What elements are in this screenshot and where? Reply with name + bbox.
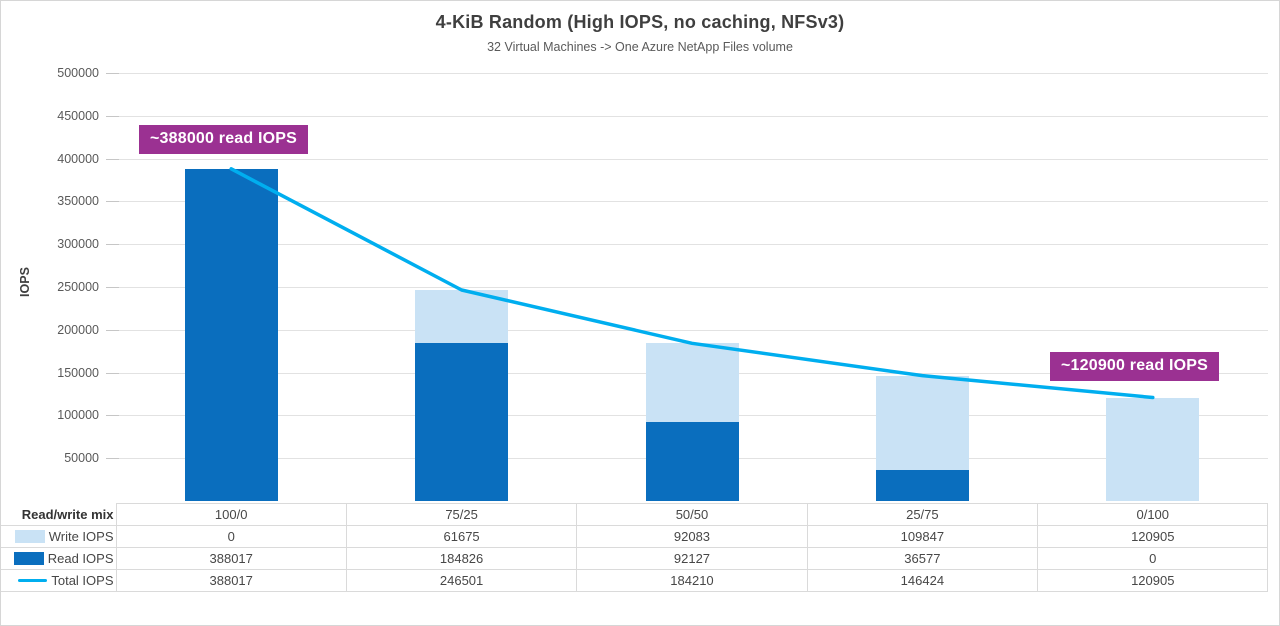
y-axis-tick bbox=[106, 329, 119, 331]
gridline bbox=[119, 201, 1268, 203]
category-cell: 0/100 bbox=[1037, 503, 1269, 526]
y-tick-label: 350000 bbox=[57, 194, 99, 209]
read-iops-bar bbox=[875, 469, 969, 501]
value-cell: 0 bbox=[115, 525, 347, 548]
total-iops-line bbox=[229, 167, 1155, 400]
legend-swatch-total-iops-icon bbox=[18, 579, 48, 582]
y-axis-tick bbox=[106, 115, 119, 117]
write-iops-bar bbox=[1106, 397, 1200, 501]
value-cell: 388017 bbox=[115, 569, 347, 592]
y-tick-label: 500000 bbox=[57, 66, 99, 80]
y-tick-label: 250000 bbox=[57, 280, 99, 294]
table-header-row: Read/write mix 100/0 75/25 50/50 25/75 0/100 bbox=[1, 503, 1269, 526]
category-cell: 100/0 bbox=[115, 503, 347, 526]
value-cell: 184210 bbox=[576, 569, 808, 592]
value-cell: 61675 bbox=[345, 525, 578, 548]
read-iops-bar bbox=[415, 342, 509, 501]
gridline bbox=[119, 158, 1268, 160]
category-cell: 50/50 bbox=[576, 503, 808, 526]
gridline bbox=[119, 73, 1268, 74]
y-tick-label: 100000 bbox=[57, 408, 99, 423]
category-cell: 25/75 bbox=[806, 503, 1039, 526]
gridline bbox=[119, 244, 1268, 246]
y-axis-tick bbox=[106, 287, 119, 288]
y-tick-label: 400000 bbox=[57, 151, 99, 166]
table-row: Total IOPS 388017 246501 184210 146424 120905 bbox=[1, 569, 1269, 592]
data-table: Read/write mix 100/0 75/25 50/50 25/75 0/100 W… bbox=[1, 503, 1269, 592]
gridline bbox=[119, 115, 1268, 117]
series-label-cell: Total IOPS bbox=[1, 569, 117, 592]
series-label: Read IOPS bbox=[47, 551, 114, 566]
category-cell: 75/25 bbox=[345, 503, 578, 526]
value-cell: 36577 bbox=[806, 547, 1039, 570]
chart-title: 4-KiB Random (High IOPS, no caching, NFS… bbox=[435, 12, 845, 32]
value-cell: 246501 bbox=[345, 569, 578, 592]
total-iops-line-layer bbox=[229, 167, 1155, 400]
read-iops-bar bbox=[645, 422, 739, 501]
chart-subtitle: 32 Virtual Machines -> One Azure NetApp … bbox=[487, 40, 793, 54]
y-tick-label: 300000 bbox=[57, 237, 99, 252]
series-label-cell: Read IOPS bbox=[1, 547, 117, 570]
write-iops-bar bbox=[645, 343, 739, 423]
table-row: Write IOPS 0 61675 92083 109847 120905 bbox=[1, 525, 1269, 548]
right-read-iops-annotation: ~120900 read IOPS bbox=[1050, 352, 1220, 381]
series-label-cell: Write IOPS bbox=[1, 525, 117, 548]
y-tick-label: 450000 bbox=[57, 108, 99, 123]
value-cell: 120905 bbox=[1037, 569, 1269, 592]
legend-swatch-read-iops-icon bbox=[13, 552, 44, 565]
y-axis-tick bbox=[106, 372, 119, 374]
value-cell: 146424 bbox=[806, 569, 1039, 592]
value-cell: 120905 bbox=[1037, 525, 1269, 548]
write-iops-bar bbox=[875, 375, 969, 470]
left-read-iops-annotation: ~388000 read IOPS bbox=[139, 125, 309, 154]
y-axis-tick bbox=[106, 158, 119, 160]
y-axis-tick bbox=[106, 201, 119, 203]
y-tick-label: 50000 bbox=[64, 451, 99, 466]
value-cell: 184826 bbox=[345, 547, 578, 570]
y-axis-tick bbox=[106, 73, 119, 74]
y-tick-label: 150000 bbox=[57, 365, 99, 380]
gridline bbox=[119, 329, 1268, 331]
series-label: Total IOPS bbox=[51, 573, 114, 588]
row-header-cell: Read/write mix bbox=[1, 503, 117, 526]
y-axis-tick bbox=[106, 244, 119, 246]
value-cell: 388017 bbox=[115, 547, 347, 570]
value-cell: 92083 bbox=[576, 525, 808, 548]
legend-swatch-write-iops-icon bbox=[14, 530, 45, 543]
series-label: Write IOPS bbox=[48, 529, 114, 544]
read-iops-bar bbox=[184, 168, 278, 501]
value-cell: 0 bbox=[1037, 547, 1269, 570]
value-cell: 92127 bbox=[576, 547, 808, 570]
y-axis-tick bbox=[106, 458, 119, 460]
table-row: Read IOPS 388017 184826 92127 36577 0 bbox=[1, 547, 1269, 570]
value-cell: 109847 bbox=[806, 525, 1039, 548]
gridline bbox=[119, 287, 1268, 288]
y-tick-label: 200000 bbox=[57, 322, 99, 337]
plot-area: 50000 100000 150000 200000 250000 300000 35000… bbox=[57, 66, 1268, 501]
y-axis-tick bbox=[106, 415, 119, 417]
